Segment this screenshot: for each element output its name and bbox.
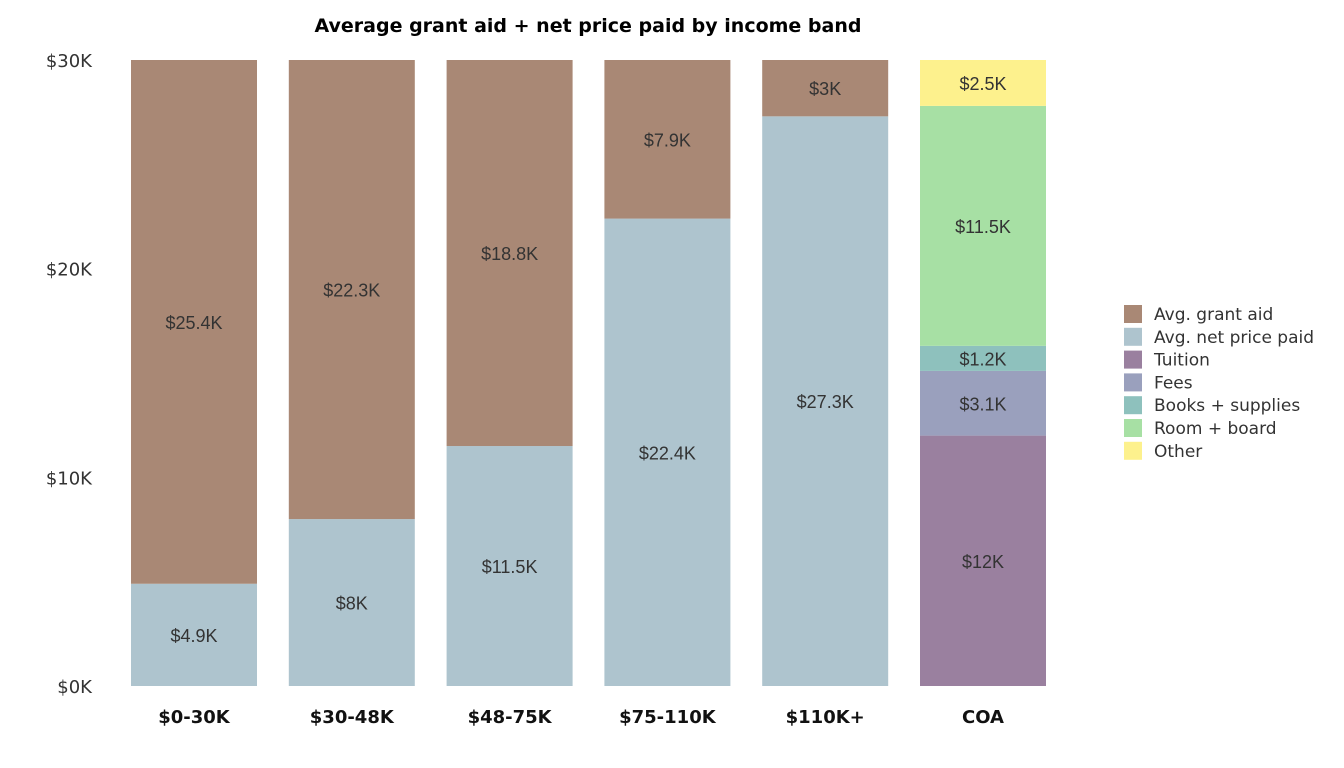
data-label: $11.5K xyxy=(482,557,538,577)
x-tick-label: $110K+ xyxy=(786,707,865,728)
bar-segment-avg-net-price-paid xyxy=(762,116,889,687)
bar-segment-avg-grant-aid xyxy=(446,60,573,447)
data-label: $3K xyxy=(809,79,841,99)
legend-entry: Other xyxy=(1154,442,1202,462)
data-label: $18.8K xyxy=(481,244,538,264)
bar-segment-tuition xyxy=(920,435,1046,686)
legend-swatch-fees xyxy=(1124,373,1142,392)
legend-entry: Fees xyxy=(1154,373,1193,393)
bar-segment-other xyxy=(920,60,1046,106)
bar-segment-avg-grant-aid xyxy=(288,60,415,520)
x-tick-label: $0-30K xyxy=(158,707,231,728)
legend-entry: Books + supplies xyxy=(1154,396,1300,416)
x-axis: $0-30K $30-48K $48-75K $75-110K $110K+ COA xyxy=(158,707,1004,728)
bar-segment-avg-grant-aid xyxy=(131,60,257,584)
legend-entry: Avg. net price paid xyxy=(1154,328,1314,348)
x-tick-label: COA xyxy=(962,707,1004,728)
data-label: $12K xyxy=(962,552,1004,572)
legend-entry: Room + board xyxy=(1154,419,1277,439)
legend-entry: Tuition xyxy=(1153,351,1210,371)
data-label: $22.4K xyxy=(639,443,696,463)
legend-swatch-books-supplies xyxy=(1124,396,1142,415)
bars: $4.9K $25.4K $8K $22.3K $11.5K $18.8K $22.4K $7… xyxy=(131,60,1046,687)
data-label: $8K xyxy=(336,594,368,614)
bar-segment-books-supplies xyxy=(920,345,1046,371)
bar-segment-avg-grant-aid xyxy=(762,60,889,117)
data-label: $7.9K xyxy=(644,130,691,150)
legend-swatch-room-board xyxy=(1124,419,1142,437)
data-label: $27.3K xyxy=(797,392,854,412)
x-tick-label: $75-110K xyxy=(619,707,717,728)
bar-segment-fees xyxy=(920,370,1046,436)
legend-entry: Avg. grant aid xyxy=(1154,305,1273,325)
legend-swatch-avg-net-price-paid xyxy=(1124,327,1142,346)
data-label: $2.5K xyxy=(959,74,1006,94)
data-label: $11.5K xyxy=(955,217,1011,237)
legend-swatch-tuition xyxy=(1124,350,1142,369)
data-label: $3.1K xyxy=(959,394,1006,414)
data-label: $25.4K xyxy=(165,313,222,333)
y-tick-label: $0K xyxy=(57,677,93,698)
legend: Avg. grant aid Avg. net price paid Tuition… xyxy=(1124,305,1314,462)
bar-segment-room-board xyxy=(920,105,1046,346)
data-label: $4.9K xyxy=(170,626,217,646)
bar-segment-avg-net-price-paid xyxy=(446,446,573,686)
bar-segment-avg-net-price-paid xyxy=(288,519,415,686)
y-tick-label: $30K xyxy=(46,51,93,72)
bar-segment-avg-net-price-paid xyxy=(131,583,257,686)
y-tick-label: $20K xyxy=(46,260,93,281)
chart-title: Average grant aid + net price paid by in… xyxy=(314,15,861,37)
bar-segment-avg-net-price-paid xyxy=(604,218,731,686)
y-axis: $0K $10K $20K $30K xyxy=(46,51,93,698)
data-label: $22.3K xyxy=(323,281,380,301)
bar-segment-avg-grant-aid xyxy=(604,60,731,219)
legend-swatch-avg-grant-aid xyxy=(1124,305,1142,323)
y-tick-label: $10K xyxy=(46,468,93,489)
x-tick-label: $48-75K xyxy=(468,707,553,728)
data-label: $1.2K xyxy=(959,349,1006,369)
x-tick-label: $30-48K xyxy=(310,707,395,728)
legend-swatch-other xyxy=(1124,441,1142,460)
